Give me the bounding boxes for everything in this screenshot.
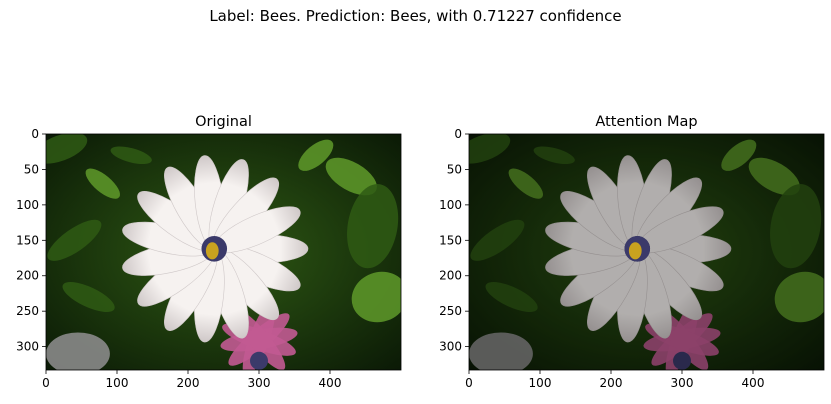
leaf [770,184,822,269]
leaf [298,139,334,171]
pink-flower-center [250,351,268,370]
leaf [721,139,757,171]
bee [205,242,219,260]
leaf [325,157,377,196]
bee [628,242,642,260]
x-tick-label: 0 [465,376,473,390]
leaf [351,271,401,323]
leaf [110,146,152,165]
leaf [85,168,121,199]
leaf [470,219,525,261]
grey-plant [46,332,110,370]
y-tick-label: 100 [16,198,39,212]
axes-title: Original [195,114,252,130]
axes-title: Attention Map [595,114,697,130]
y-tick-label: 150 [439,233,462,247]
x-tick-label: 0 [42,376,50,390]
y-tick-label: 150 [16,233,39,247]
x-tick-label: 400 [742,376,765,390]
y-tick-label: 300 [439,340,462,354]
photo-image [46,134,401,370]
leaf [774,271,824,323]
leaf [469,134,511,164]
x-tick-label: 400 [319,376,342,390]
leaf [508,168,544,199]
y-tick-label: 50 [447,162,462,176]
leaf [46,134,88,164]
leaf [62,282,115,313]
panel-attention-map: Attention Map 0 100 200 300 400 0 50 100 150 200 25… [439,114,825,390]
axes-frame [468,133,825,371]
leaf [347,184,399,269]
x-tick-label: 300 [248,376,271,390]
y-tick-label: 0 [454,127,462,141]
pink-flower-center [673,351,691,370]
leaf [748,157,800,196]
leaf [47,219,102,261]
y-tick-label: 250 [439,304,462,318]
y-tick-label: 300 [16,340,39,354]
grey-plant [469,332,533,370]
axes-frame [45,133,402,371]
photo-image [469,134,824,370]
x-tick-label: 200 [177,376,200,390]
y-tick-label: 0 [31,127,39,141]
leaf [533,146,575,165]
leaf [485,282,538,313]
panel-original: Original 0 100 200 300 400 0 50 100 150 200 250 300 [16,114,402,390]
y-tick-label: 50 [24,162,39,176]
x-tick-label: 100 [106,376,129,390]
y-tick-label: 200 [439,269,462,283]
x-tick-label: 100 [529,376,552,390]
y-tick-label: 250 [16,304,39,318]
x-tick-label: 200 [600,376,623,390]
x-tick-label: 300 [671,376,694,390]
y-tick-label: 200 [16,269,39,283]
figure-suptitle: Label: Bees. Prediction: Bees, with 0.71… [209,7,622,25]
y-tick-label: 100 [439,198,462,212]
